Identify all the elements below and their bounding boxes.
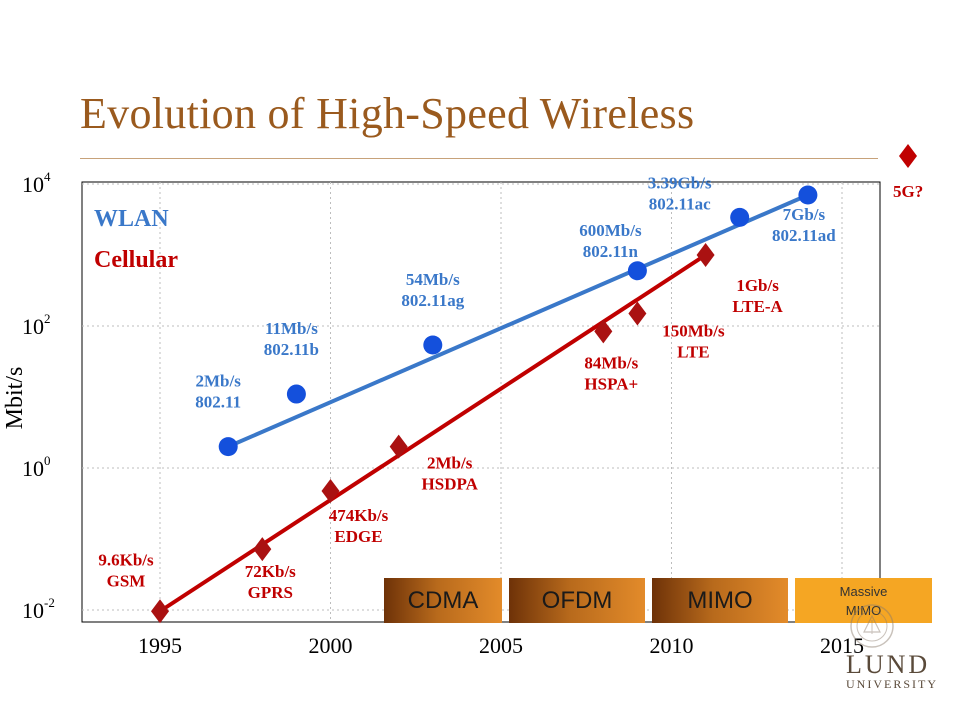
cellular-point-marker <box>696 243 715 267</box>
wlan-point-marker <box>730 207 750 227</box>
cellular-point-marker <box>253 537 272 562</box>
wlan-point-marker <box>218 437 238 457</box>
tech-band-ofdm: OFDM <box>509 578 645 623</box>
data-markers <box>151 185 818 624</box>
title-divider <box>80 158 878 159</box>
x-tick-label: 2005 <box>479 633 523 658</box>
wlan-standard-label: 802.11ad <box>772 226 836 245</box>
wlan-rate-label: 7Gb/s <box>783 205 826 224</box>
wlan-rate-label: 600Mb/s <box>579 221 642 240</box>
y-tick-label: 10-2 <box>22 595 55 623</box>
cellular-standard-label: GPRS <box>248 583 293 602</box>
wlan-standard-label: 802.11ag <box>401 291 464 310</box>
cellular-standard-label: LTE-A <box>732 297 783 316</box>
x-tick-label: 1995 <box>138 633 182 658</box>
tech-band-label-line2: MIMO <box>845 602 882 618</box>
cellular-point-marker <box>628 301 647 326</box>
annotations: 5G? <box>893 144 923 201</box>
logo-word: LUND <box>846 650 931 679</box>
x-tick-label: 2000 <box>309 633 353 658</box>
university-seal-icon <box>850 604 894 648</box>
cellular-point-marker <box>594 319 613 344</box>
cellular-rate-label: 150Mb/s <box>662 321 725 340</box>
y-tick-label: 102 <box>22 311 51 339</box>
cellular-rate-label: 1Gb/s <box>736 276 779 295</box>
wlan-rate-label: 2Mb/s <box>196 372 242 391</box>
x-tick-label: 2010 <box>650 633 694 658</box>
tech-band-mimo: MIMO <box>652 578 788 623</box>
wlan-point-marker <box>286 384 306 404</box>
y-tick-label: 100 <box>22 453 51 481</box>
cellular-point-marker <box>321 479 340 504</box>
wlan-rate-label: 3.39Gb/s <box>648 173 712 192</box>
legend-cellular: Cellular <box>94 247 178 273</box>
cellular-rate-label: 72Kb/s <box>245 562 296 581</box>
legend-wlan: WLAN <box>94 206 169 232</box>
cellular-standard-label: EDGE <box>334 527 382 546</box>
cellular-standard-label: HSDPA <box>422 475 479 494</box>
wlan-point-marker <box>627 261 647 281</box>
cellular-rate-label: 474Kb/s <box>329 506 389 525</box>
cellular-rate-label: 2Mb/s <box>427 454 473 473</box>
wlan-standard-label: 802.11 <box>195 393 241 412</box>
tech-band-cdma: CDMA <box>384 578 502 623</box>
cellular-standard-label: LTE <box>677 342 709 361</box>
wlan-point-marker <box>798 185 818 205</box>
axis-ticks: 1995 2000 2005 2010 2015 104 102 100 10-2 <box>22 169 864 658</box>
wlan-standard-label: 802.11n <box>583 242 639 261</box>
cellular-standard-label: HSPA+ <box>584 374 638 393</box>
wlan-standard-label: 802.11b <box>264 340 319 359</box>
fiveg-marker <box>899 144 917 168</box>
x-tick-label: 2015 <box>820 633 864 658</box>
wlan-standard-label: 802.11ac <box>649 194 711 213</box>
y-axis-label: Mbit/s <box>2 367 28 430</box>
wlan-trend-line <box>227 193 809 449</box>
tech-band-label-line1: Massive <box>839 583 888 599</box>
cellular-rate-label: 84Mb/s <box>584 353 638 372</box>
cellular-point-marker <box>389 434 408 459</box>
fiveg-label: 5G? <box>893 182 923 201</box>
cellular-rate-label: 9.6Kb/s <box>98 550 154 569</box>
slide-title: Evolution of High-Speed Wireless <box>80 89 695 138</box>
trend-lines <box>158 193 809 613</box>
wlan-rate-label: 54Mb/s <box>406 270 460 289</box>
logo-subtitle: UNIVERSITY <box>846 677 938 691</box>
cellular-standard-label: GSM <box>107 571 146 590</box>
data-labels: 2Mb/s 802.11 11Mb/s 802.11b 54Mb/s 802.11ag 60… <box>98 173 836 602</box>
cellular-point-marker <box>151 599 169 624</box>
y-tick-label: 104 <box>22 169 51 197</box>
wlan-rate-label: 11Mb/s <box>265 319 318 338</box>
cellular-trend-line <box>158 253 707 613</box>
tech-band-massive-mimo: Massive MIMO <box>795 578 932 623</box>
wlan-point-marker <box>423 335 443 355</box>
